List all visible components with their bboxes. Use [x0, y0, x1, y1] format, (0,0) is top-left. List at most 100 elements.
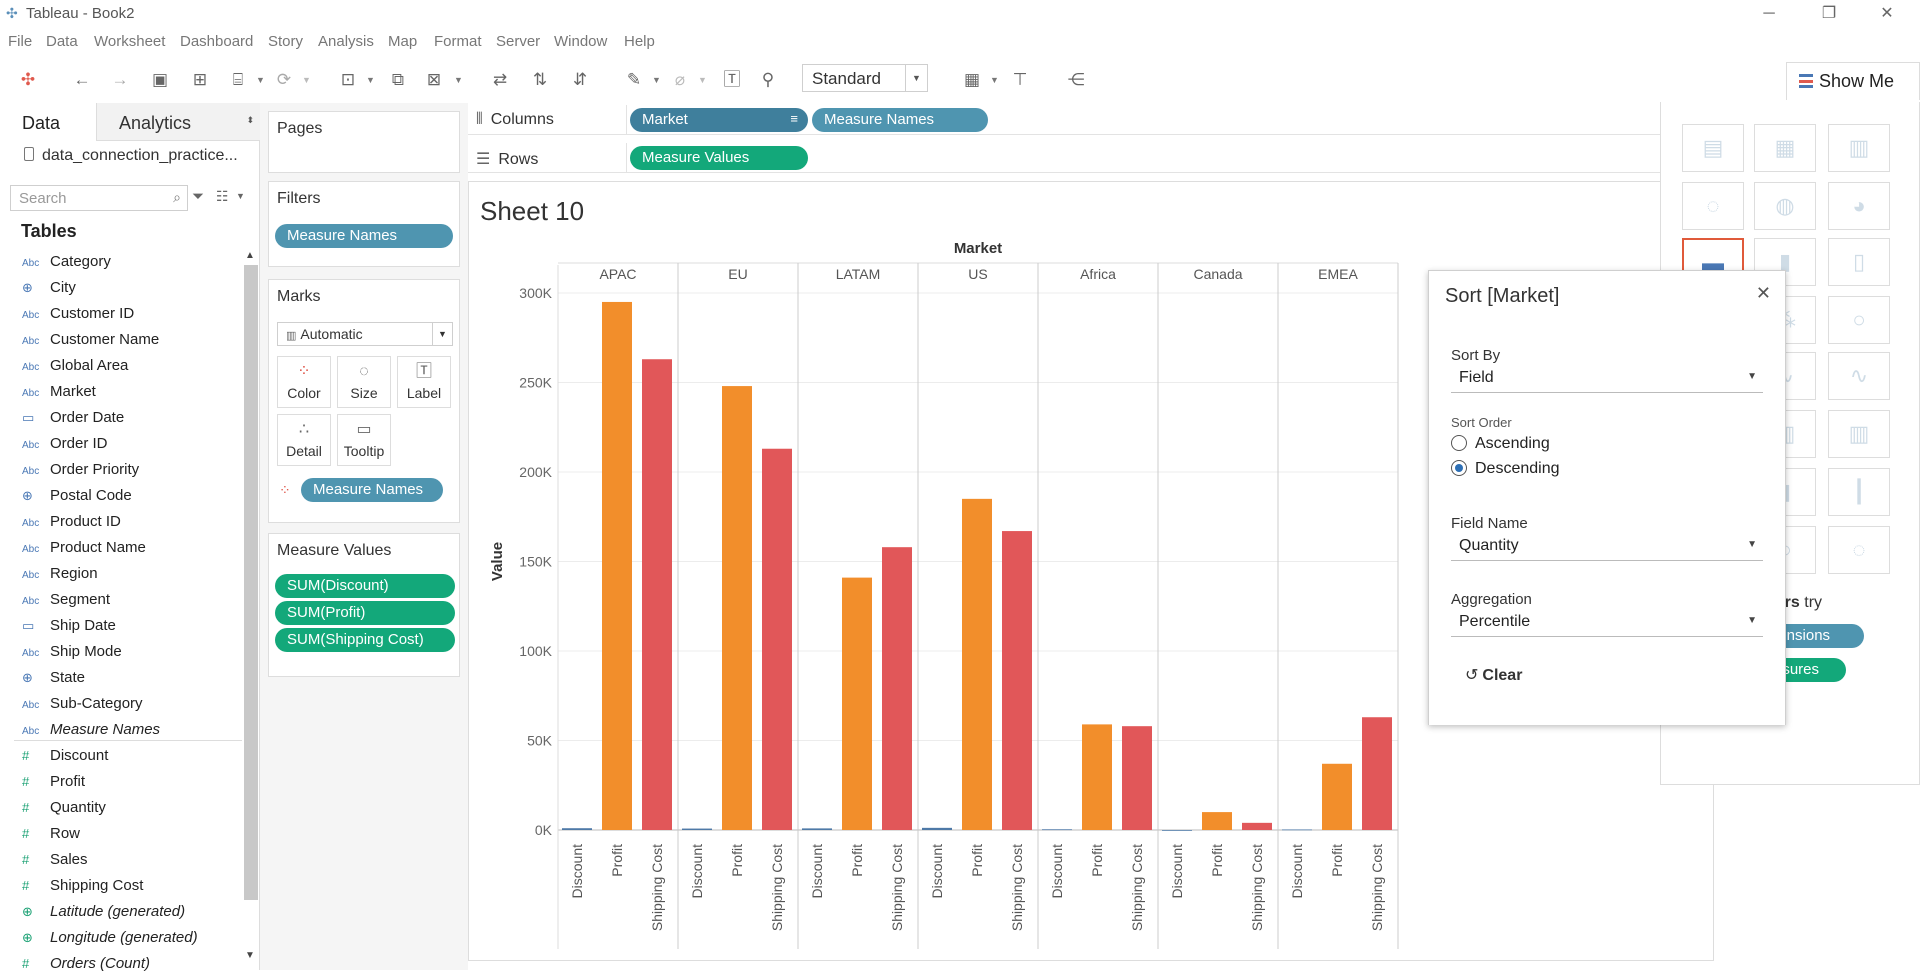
- show-me-button[interactable]: Show Me: [1786, 62, 1920, 100]
- marks-pill-measure-names[interactable]: Measure Names: [301, 478, 443, 502]
- scrollbar-thumb[interactable]: [244, 265, 258, 900]
- show-cards-dropdown-icon[interactable]: ▼: [990, 75, 999, 85]
- bar[interactable]: [1322, 763, 1352, 830]
- fix-axes-icon[interactable]: ⚲: [761, 70, 775, 89]
- field-item[interactable]: Abc Product ID: [22, 513, 121, 537]
- clear-sheet-dropdown-icon[interactable]: ▼: [454, 75, 463, 85]
- chart-type-thumbnail[interactable]: ◍: [1754, 182, 1816, 230]
- undo-icon[interactable]: ←: [73, 70, 91, 89]
- field-item[interactable]: # Orders (Count): [22, 955, 150, 979]
- bar[interactable]: [1122, 726, 1152, 830]
- bar[interactable]: [842, 577, 872, 830]
- menu-dashboard[interactable]: Dashboard: [180, 33, 254, 50]
- ascending-radio[interactable]: Ascending: [1451, 435, 1550, 453]
- menu-window[interactable]: Window: [554, 33, 608, 50]
- scroll-down-icon[interactable]: ▼: [245, 950, 255, 961]
- sort-ascending-icon[interactable]: ⇅: [532, 70, 548, 89]
- descending-radio[interactable]: Descending: [1451, 460, 1560, 478]
- mv-pill-profit[interactable]: SUM(Profit): [275, 601, 455, 625]
- tableau-start-icon[interactable]: ✣: [20, 70, 36, 89]
- bar[interactable]: [802, 828, 832, 830]
- mark-type-dropdown[interactable]: ▥ Automatic ▼: [277, 322, 453, 346]
- new-data-source-icon[interactable]: ⊞: [192, 70, 208, 89]
- view-options-dropdown-icon[interactable]: ▼: [236, 191, 245, 201]
- swap-rows-columns-icon[interactable]: ⇄: [492, 70, 508, 89]
- field-item[interactable]: Abc Product Name: [22, 539, 146, 563]
- field-name-select[interactable]: Quantity ▼: [1451, 533, 1763, 561]
- field-item[interactable]: Abc Order ID: [22, 435, 108, 459]
- duplicate-sheet-icon[interactable]: ⧉: [391, 70, 405, 89]
- rows-shelf[interactable]: ☰ Rows Measure Values: [468, 143, 1660, 173]
- field-item[interactable]: ⊕ Postal Code: [22, 487, 132, 511]
- columns-pill-measure-names[interactable]: Measure Names: [812, 108, 988, 132]
- pane-menu-icon[interactable]: ⬍: [246, 115, 254, 125]
- chart-type-thumbnail[interactable]: ▦: [1754, 124, 1816, 172]
- field-item[interactable]: Abc Category: [22, 253, 111, 277]
- field-item[interactable]: # Sales: [22, 851, 88, 875]
- pause-updates-icon[interactable]: ⌸: [232, 70, 244, 89]
- data-connection[interactable]: data_connection_practice...: [24, 147, 238, 165]
- field-item[interactable]: # Shipping Cost: [22, 877, 143, 901]
- field-item[interactable]: # Discount: [22, 747, 108, 771]
- show-cards-icon[interactable]: ▦: [963, 70, 981, 89]
- field-item[interactable]: Abc Market: [22, 383, 96, 407]
- field-item[interactable]: # Row: [22, 825, 80, 849]
- scroll-up-icon[interactable]: ▲: [245, 250, 255, 261]
- bar[interactable]: [1362, 717, 1392, 830]
- clear-sheet-icon[interactable]: ⊠: [426, 70, 442, 89]
- field-item[interactable]: Abc Region: [22, 565, 98, 589]
- columns-pill-market[interactable]: Market ≡: [630, 108, 808, 132]
- pause-updates-dropdown-icon[interactable]: ▼: [256, 75, 265, 85]
- bar[interactable]: [882, 547, 912, 830]
- menu-help[interactable]: Help: [624, 33, 655, 50]
- filters-card[interactable]: Filters Measure Names: [268, 181, 460, 267]
- field-item[interactable]: ⊕ Latitude (generated): [22, 903, 185, 927]
- bar-chart[interactable]: Market Value 0K 50K 100K 150K 200K 250K 300K APAC…: [468, 181, 1408, 961]
- field-item[interactable]: ⊕ City: [22, 279, 76, 303]
- bar[interactable]: [1002, 531, 1032, 830]
- tab-analytics[interactable]: Analytics ⬍: [96, 103, 260, 141]
- save-icon[interactable]: ▣: [151, 70, 169, 89]
- filter-pill-measure-names[interactable]: Measure Names: [275, 224, 453, 248]
- minimize-button[interactable]: ─: [1763, 5, 1775, 22]
- restore-button[interactable]: ❐: [1821, 5, 1837, 22]
- close-window-button[interactable]: ✕: [1880, 5, 1894, 22]
- chart-type-thumbnail[interactable]: ▥: [1828, 124, 1890, 172]
- menu-data[interactable]: Data: [46, 33, 78, 50]
- size-button[interactable]: ◌ Size: [337, 356, 391, 408]
- mv-pill-shipping-cost[interactable]: SUM(Shipping Cost): [275, 628, 455, 652]
- columns-shelf[interactable]: ⫴ Columns Market ≡ Measure Names: [468, 105, 1660, 135]
- field-item[interactable]: # Profit: [22, 773, 85, 797]
- chart-type-thumbnail[interactable]: ◕: [1828, 182, 1890, 230]
- field-item[interactable]: ⊕ Longitude (generated): [22, 929, 198, 953]
- chart-type-thumbnail[interactable]: ┃: [1828, 468, 1890, 516]
- bar[interactable]: [722, 386, 752, 830]
- highlight-dropdown-icon[interactable]: ▼: [652, 75, 661, 85]
- show-mark-labels-icon[interactable]: 🅃: [723, 70, 741, 89]
- sort-by-select[interactable]: Field ▼: [1451, 365, 1763, 393]
- field-item[interactable]: Abc Sub-Category: [22, 695, 143, 719]
- group-members-icon[interactable]: ⌀: [674, 70, 686, 89]
- menu-map[interactable]: Map: [388, 33, 418, 50]
- bar[interactable]: [1202, 812, 1232, 830]
- menu-analysis[interactable]: Analysis: [318, 33, 374, 50]
- field-item[interactable]: ▭ Order Date: [22, 409, 124, 433]
- refresh-icon[interactable]: ⟳: [276, 70, 292, 89]
- bar[interactable]: [762, 448, 792, 830]
- menu-worksheet[interactable]: Worksheet: [94, 33, 166, 50]
- aggregation-select[interactable]: Percentile ▼: [1451, 609, 1763, 637]
- presentation-mode-icon[interactable]: ⊤: [1012, 70, 1028, 89]
- menu-story[interactable]: Story: [268, 33, 304, 50]
- field-item[interactable]: Abc Ship Mode: [22, 643, 122, 667]
- bar[interactable]: [1042, 829, 1072, 831]
- pages-card[interactable]: Pages: [268, 111, 460, 173]
- menu-file[interactable]: File: [8, 33, 33, 50]
- chart-type-thumbnail[interactable]: ◌: [1682, 182, 1744, 230]
- detail-button[interactable]: ∴ Detail: [277, 414, 331, 466]
- field-item[interactable]: Abc Customer Name: [22, 331, 159, 355]
- redo-icon[interactable]: →: [111, 70, 129, 89]
- bar[interactable]: [962, 498, 992, 830]
- chart-type-thumbnail[interactable]: ▯: [1828, 238, 1890, 286]
- tooltip-button[interactable]: ▭ Tooltip: [337, 414, 391, 466]
- bar[interactable]: [562, 828, 592, 830]
